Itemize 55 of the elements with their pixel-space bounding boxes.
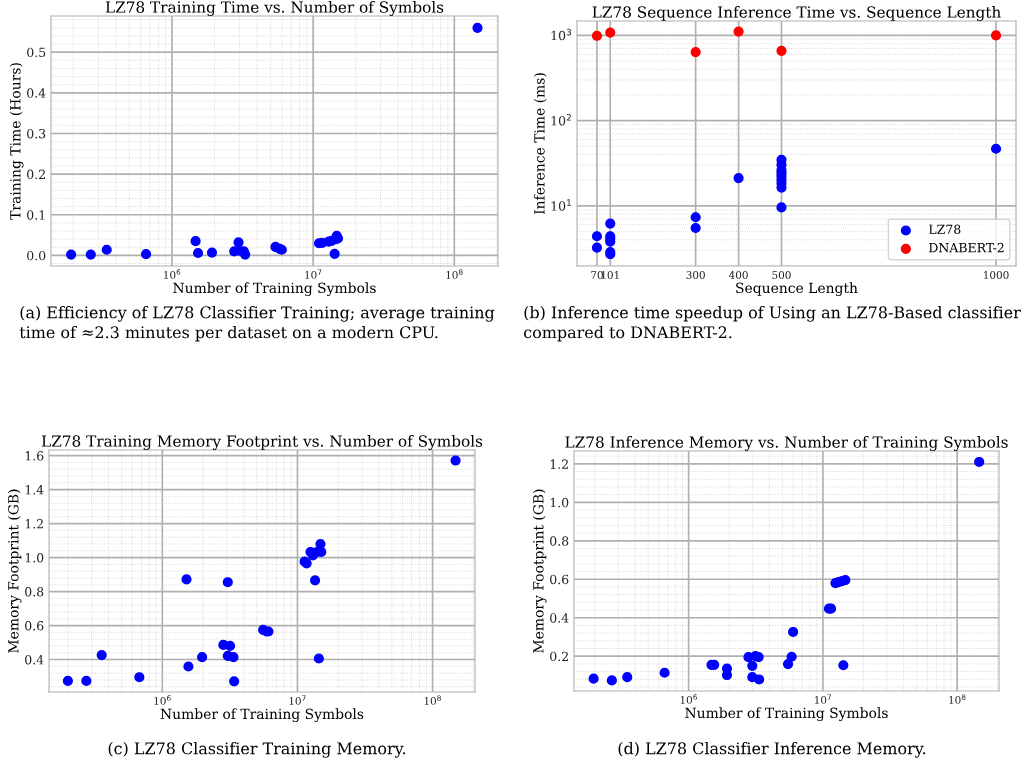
x-tick-label: 10$^{7}$ [289,695,306,705]
chart-title: LZ78 Inference Memory vs. Number of Training Symbols [565,436,1008,451]
x-axis-title: Sequence Length [736,282,858,296]
y-axis-title: Memory Footprint (GB) [7,489,22,653]
y-tick-label: 10$^{2}$ [551,114,571,126]
y-axis-title: Training Time (Hours) [9,63,24,220]
y-tick-label: 0.2 [27,169,45,180]
y-tick-label: 1.0 [25,553,44,563]
y-tick-label: 0.4 [550,613,569,623]
y-axis-title: Inference Time (ms) [533,73,547,215]
legend-label: DNABERT-2 [929,242,1004,253]
x-axis-title: Number of Training Symbols [173,282,376,296]
x-tick-label: 70 [591,271,603,279]
y-tick-label: 0.8 [25,587,44,597]
y-tick-label: 0.6 [25,621,44,631]
chart-title: LZ78 Training Memory Footprint vs. Number of Symbols [41,435,483,450]
x-tick-label: 10$^{6}$ [680,694,697,704]
y-axis-title: Memory Footprint (GB) [532,489,547,653]
x-tick-label: 10$^{7}$ [815,694,832,704]
y-tick-label: 1.4 [25,485,44,495]
x-tick-label: 10$^{8}$ [446,269,463,279]
x-axis-title: Number of Training Symbols [160,708,364,722]
chart-title: LZ78 Training Time vs. Number of Symbols [105,1,444,16]
y-tick-label: 0.0 [27,250,46,261]
y-tick-label: 10$^{3}$ [551,28,572,41]
x-axis-title: Number of Training Symbols [685,707,888,721]
x-tick-label: 10$^{6}$ [164,269,181,279]
y-tick-label: 1.6 [25,451,44,461]
y-tick-label: 10$^{1}$ [551,199,571,211]
text: (b) Inference time speedup of Using an LZ78-Based classifier compared to DNABERT-2. [524,306,1021,342]
y-tick-label: 1.2 [550,459,568,469]
text: (c) LZ78 Classifier Training Memory. [108,742,406,758]
x-tick-label: 10$^{8}$ [949,694,966,704]
chart-title: LZ78 Sequence Inference Time vs. Sequence Length [592,6,1001,21]
y-tick-label: 0.3 [27,128,46,139]
y-tick-label: 0.5 [27,47,46,58]
x-tick-label: 400 [728,271,748,279]
y-tick-label: 1.0 [550,497,569,508]
x-tick-label: 500 [772,271,791,279]
y-tick-label: 0.4 [25,655,44,665]
text: (d) LZ78 Classifier Inference Memory. [618,742,926,758]
x-tick-label: 10$^{6}$ [154,695,171,705]
x-tick-label: 1000 [984,271,1009,279]
x-tick-label: 10$^{8}$ [424,695,441,705]
x-tick-label: 101 [601,271,619,279]
x-tick-label: 300 [686,271,705,279]
legend-label: LZ78 [929,224,961,234]
y-tick-label: 0.4 [27,88,46,98]
y-tick-label: 1.2 [25,519,43,529]
x-tick-label: 10$^{7}$ [305,269,322,279]
y-tick-label: 0.2 [550,651,568,662]
y-tick-label: 0.6 [550,574,569,585]
y-tick-label: 0.8 [550,536,569,546]
y-tick-label: 0.1 [27,210,45,220]
text: (a) Efficiency of LZ78 Classifier Training; average training time of ≈2.3 minutes per dataset on a modern CPU. [19,306,495,342]
